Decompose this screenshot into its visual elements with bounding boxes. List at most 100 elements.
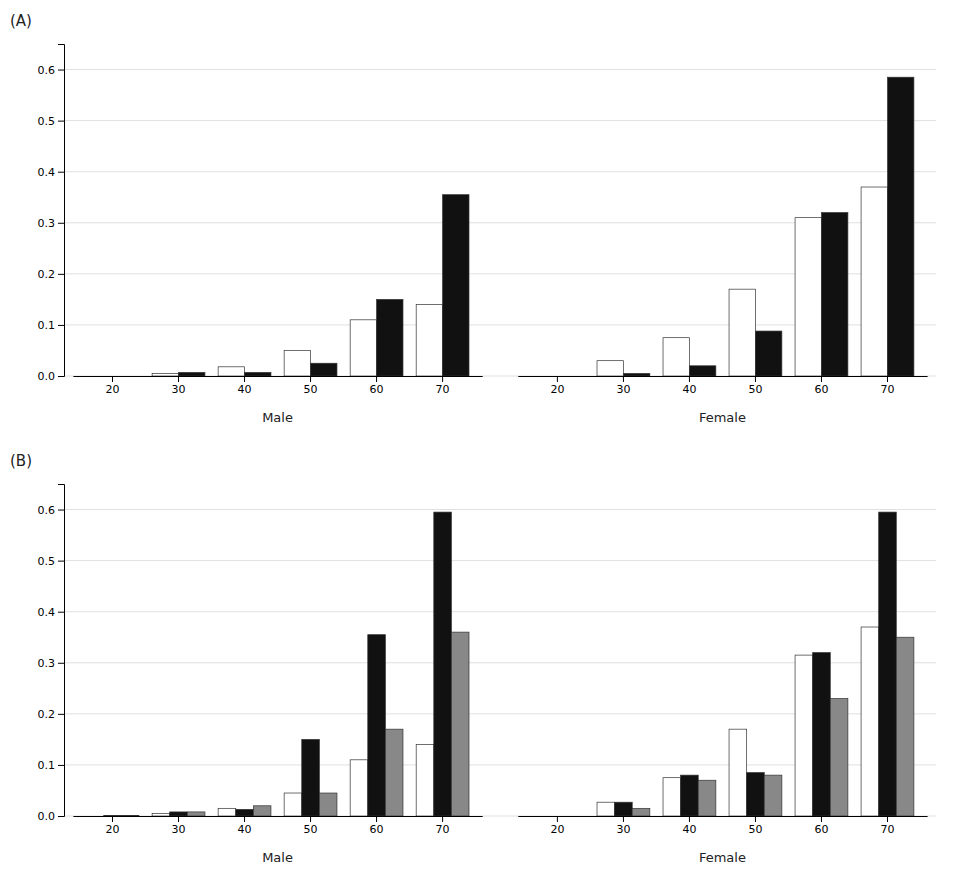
bar <box>896 637 914 816</box>
x-tick: 60 <box>814 816 828 836</box>
bar <box>755 331 781 376</box>
bar <box>434 512 452 816</box>
bar <box>218 808 236 816</box>
bar <box>451 632 469 816</box>
panel: 0.00.10.20.30.40.50.6203040506070Male203… <box>10 452 936 865</box>
bar <box>152 813 170 816</box>
x-tick-label: 30 <box>616 383 630 396</box>
y-tick: 0.1 <box>38 319 65 332</box>
y-tick-mark <box>58 172 64 173</box>
x-tick-label: 60 <box>370 823 384 836</box>
x-tick-label: 50 <box>304 823 318 836</box>
x-tick: 40 <box>238 376 252 396</box>
bar <box>245 372 271 376</box>
y-tick-mark <box>58 765 64 766</box>
y-tick-label: 0.5 <box>38 115 56 128</box>
bar <box>113 376 139 377</box>
y-axis: 0.00.10.20.30.40.50.6 <box>38 485 65 824</box>
grid <box>64 510 936 816</box>
y-tick-mark <box>58 663 64 664</box>
grid-line <box>64 560 936 561</box>
x-tick-mark <box>689 816 690 822</box>
bar <box>879 512 897 816</box>
x-tick-mark <box>310 816 311 822</box>
x-tick: 50 <box>304 816 318 836</box>
x-tick-mark <box>244 816 245 822</box>
bar <box>443 195 469 376</box>
y-axis-line <box>58 45 65 377</box>
y-tick: 0.2 <box>38 268 65 281</box>
x-axis-line <box>518 816 927 817</box>
grid-line <box>64 69 936 70</box>
x-tick-mark <box>755 376 756 382</box>
y-tick: 0.4 <box>38 606 65 619</box>
x-tick-label: 40 <box>682 823 696 836</box>
y-tick-label: 0.3 <box>38 657 56 670</box>
x-tick-mark <box>178 816 179 822</box>
y-tick: 0.6 <box>38 504 65 517</box>
x-tick-label: 70 <box>436 383 450 396</box>
bar <box>689 366 715 376</box>
x-tick: 60 <box>370 816 384 836</box>
x-tick-mark <box>623 376 624 382</box>
bar <box>623 373 649 376</box>
bar <box>861 187 887 376</box>
bar <box>416 744 434 816</box>
bar-series <box>152 187 887 376</box>
y-tick: 0.5 <box>38 115 65 128</box>
y-tick-label: 0.2 <box>38 708 56 721</box>
bar <box>821 213 847 376</box>
bar <box>531 376 557 377</box>
group-label: Female <box>699 850 746 865</box>
x-tick: 70 <box>436 376 450 396</box>
bar-series <box>121 632 914 816</box>
y-tick: 0.3 <box>38 217 65 230</box>
bar <box>218 367 244 376</box>
y-tick-label: 0.0 <box>38 810 56 823</box>
panel: 0.00.10.20.30.40.50.6203040506070Male203… <box>10 12 936 425</box>
y-tick-mark <box>58 223 64 224</box>
y-tick-mark <box>58 376 64 377</box>
x-tick-mark <box>442 376 443 382</box>
x-tick-mark <box>310 376 311 382</box>
bar <box>557 376 583 377</box>
y-tick-mark <box>58 325 64 326</box>
x-tick-mark <box>557 376 558 382</box>
y-tick-mark <box>58 274 64 275</box>
x-tick-mark <box>178 376 179 382</box>
x-tick-mark <box>244 376 245 382</box>
y-tick: 0.0 <box>38 370 65 383</box>
x-tick: 70 <box>880 816 894 836</box>
bar <box>795 655 813 816</box>
x-tick-mark <box>376 816 377 822</box>
x-tick: 60 <box>814 376 828 396</box>
bar <box>302 739 320 816</box>
y-tick-mark <box>58 816 64 817</box>
bar <box>319 793 337 816</box>
x-axis: 203040506070 <box>73 376 482 396</box>
y-tick-label: 0.3 <box>38 217 56 230</box>
bar <box>549 816 567 817</box>
x-tick: 30 <box>616 816 630 836</box>
x-tick-mark <box>112 816 113 822</box>
x-tick-label: 40 <box>238 383 252 396</box>
bar <box>284 793 302 816</box>
bar <box>830 699 848 816</box>
grid-line <box>64 611 936 612</box>
y-tick-mark <box>58 714 64 715</box>
panel-title: (A) <box>10 12 32 30</box>
x-tick-mark <box>689 376 690 382</box>
bar <box>187 812 205 816</box>
x-tick: 40 <box>238 816 252 836</box>
group-label: Female <box>699 410 746 425</box>
panel-title: (B) <box>10 452 32 470</box>
x-tick-label: 30 <box>172 823 186 836</box>
x-tick: 20 <box>106 376 120 396</box>
x-tick-label: 50 <box>304 383 318 396</box>
y-tick: 0.6 <box>38 64 65 77</box>
bar <box>729 729 747 816</box>
x-tick-label: 30 <box>172 383 186 396</box>
bar <box>311 363 337 376</box>
bar <box>615 802 633 816</box>
group-label: Male <box>262 850 293 865</box>
